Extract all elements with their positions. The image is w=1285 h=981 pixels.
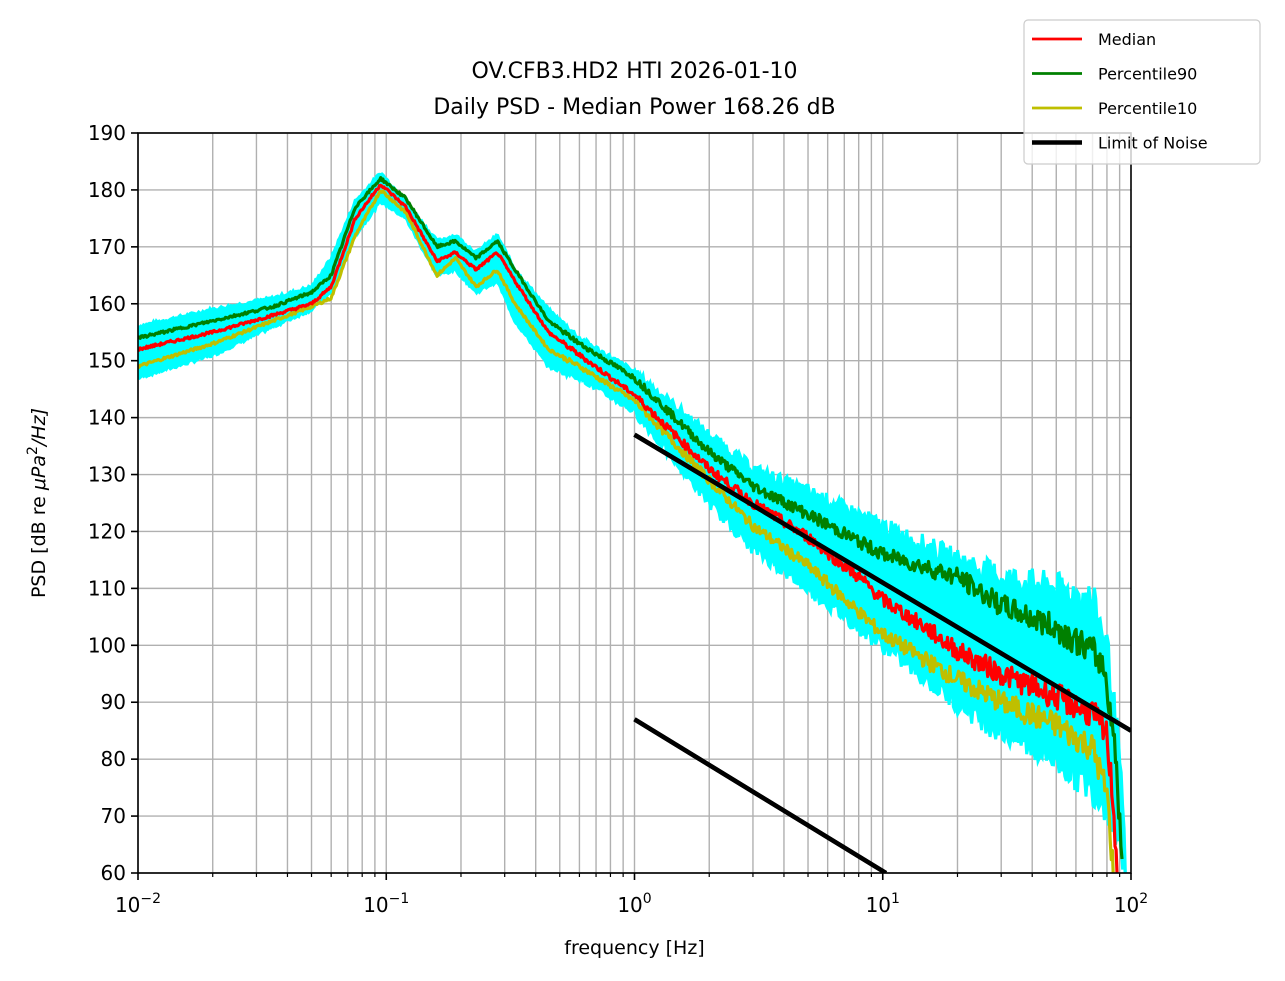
x-tick-label: 102	[1114, 891, 1148, 917]
x-tick-label: 100	[617, 891, 651, 917]
limit-of-noise-line	[633, 432, 1131, 733]
individual-psd-band	[138, 172, 1127, 873]
series-group	[138, 172, 1131, 873]
y-tick-label: 110	[88, 576, 126, 600]
legend: Median Percentile90 Percentile10 Limit of N…	[1023, 19, 1261, 165]
legend-label-percentile90: Percentile90	[1098, 65, 1197, 84]
grid-lines	[137, 132, 1131, 874]
y-tick-label: 150	[88, 349, 126, 373]
y-tick-label: 70	[101, 804, 126, 828]
y-axis-label-unit: μPa	[28, 455, 50, 491]
y-tick-label: 160	[88, 292, 126, 316]
x-tick-label: 101	[866, 891, 900, 917]
chart-title: OV.CFB3.HD2 HTI 2026-01-10	[471, 59, 797, 84]
x-tick-label: 10−1	[363, 891, 409, 917]
y-tick-label: 190	[88, 121, 126, 145]
x-axis-label: frequency [Hz]	[564, 937, 704, 959]
y-tick-label: 120	[88, 519, 126, 543]
limit-of-noise-line	[633, 717, 888, 873]
y-axis-label: PSD [dB re μPa2/Hz]	[25, 408, 50, 598]
y-tick-label: 130	[88, 463, 126, 487]
y-axis-label-suffix: /Hz]	[28, 408, 50, 448]
y-tick-label: 170	[88, 235, 126, 259]
legend-label-percentile10: Percentile10	[1098, 99, 1197, 118]
percentile10-line	[138, 189, 1115, 873]
y-tick-label: 90	[101, 690, 126, 714]
y-tick-label: 60	[101, 861, 126, 885]
y-tick-label: 100	[88, 633, 126, 657]
chart-subtitle: Daily PSD - Median Power 168.26 dB	[433, 95, 835, 120]
y-tick-label: 180	[88, 178, 126, 202]
median-line	[138, 183, 1119, 873]
axis-ticks: 60 70 80 90 100 110 120 130 140 150 160 170 180 190 10…	[88, 121, 1148, 917]
y-tick-label: 80	[101, 747, 126, 771]
y-tick-label: 140	[88, 406, 126, 430]
percentile90-line	[138, 176, 1124, 860]
legend-box	[1023, 19, 1261, 165]
y-axis-label-superscript: 2	[25, 446, 41, 455]
legend-label-median: Median	[1098, 30, 1156, 49]
y-axis-label-prefix: PSD [dB re	[28, 490, 50, 598]
legend-label-limit-of-noise: Limit of Noise	[1098, 134, 1208, 153]
x-tick-label: 10−2	[115, 891, 161, 917]
